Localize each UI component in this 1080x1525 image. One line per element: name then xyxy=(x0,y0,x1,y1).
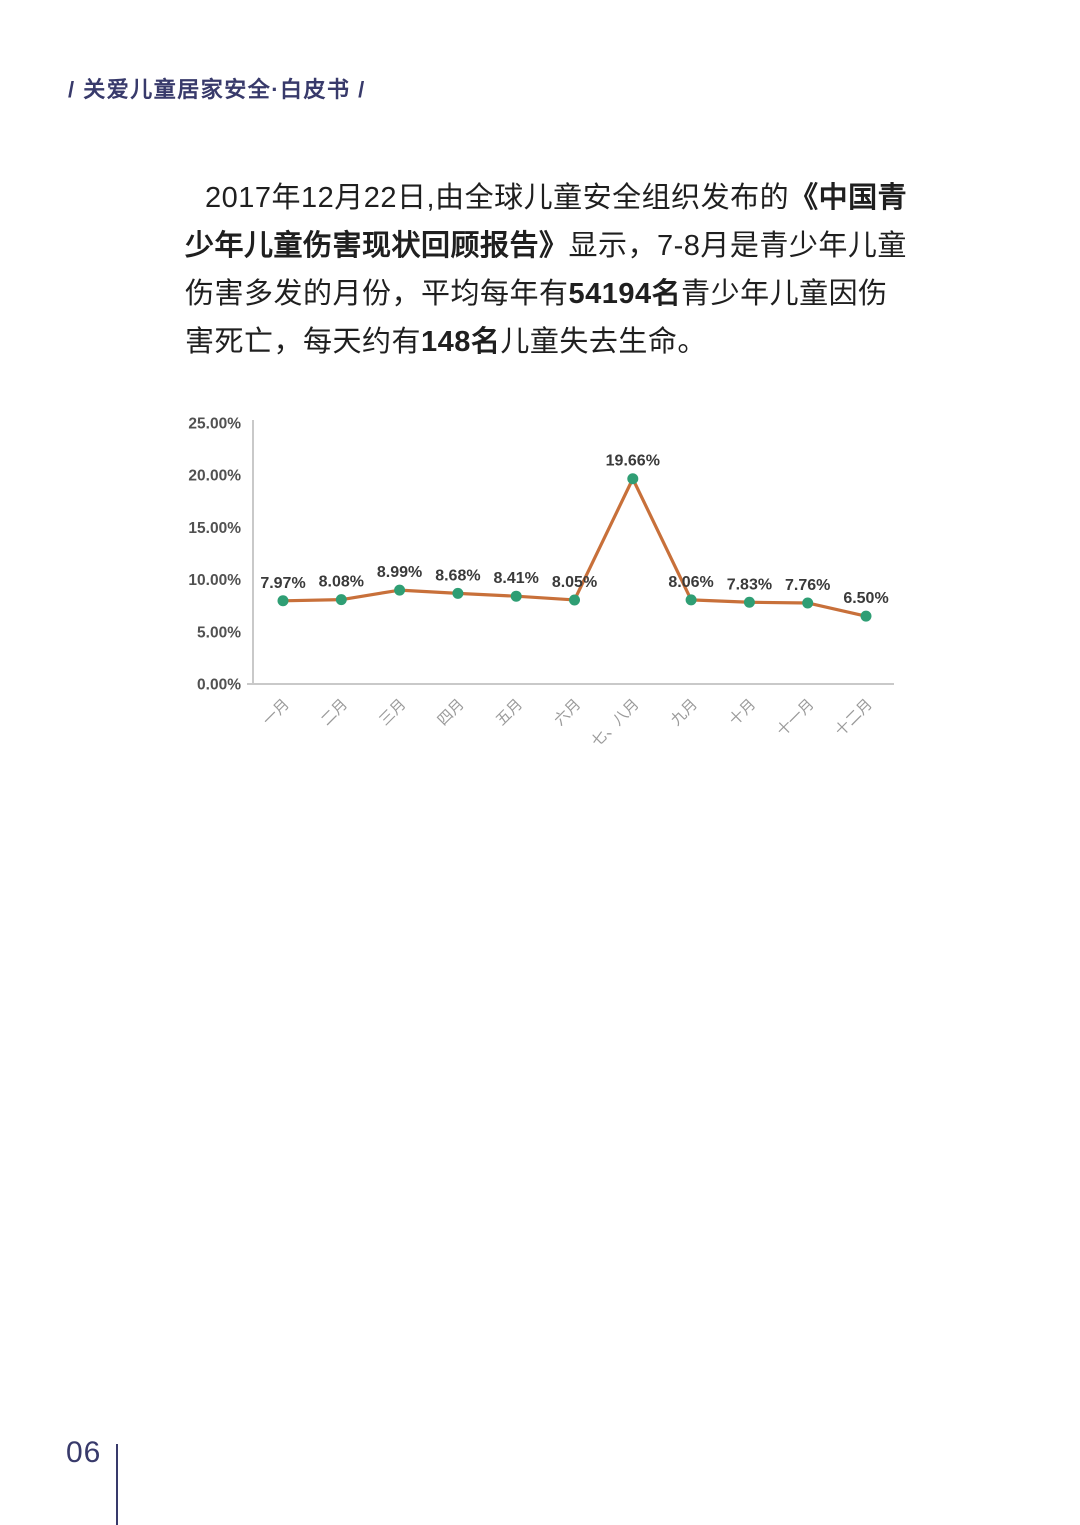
x-axis-category-label: 十二月 xyxy=(832,696,876,740)
data-point-label: 8.06% xyxy=(668,574,713,591)
x-axis-category-label: 十月 xyxy=(726,696,759,729)
y-axis-tick-label: 25.00% xyxy=(188,416,241,433)
intro-text: 2017年12月22日,由全球儿童安全组织发布的 xyxy=(205,182,790,214)
page-header-title: / 关爱儿童居家安全·白皮书 / xyxy=(68,77,366,102)
data-point-marker xyxy=(510,590,522,602)
data-point-label: 19.66% xyxy=(606,453,660,470)
intro-line: 2017年12月22日,由全球儿童安全组织发布的《中国青 xyxy=(185,174,925,222)
data-point-marker xyxy=(335,594,347,606)
intro-line: 害死亡，每天约有148名儿童失去生命。 xyxy=(185,318,925,366)
intro-highlight-text: 148名 xyxy=(421,326,501,358)
intro-paragraph: 2017年12月22日,由全球儿童安全组织发布的《中国青 少年儿童伤害现状回顾报告… xyxy=(185,174,925,366)
data-point-label: 8.08% xyxy=(319,574,364,591)
monthly-injury-line-chart: 25.00% 20.00% 15.00% 10.00% 5.00% 0.00% 一月 二月 三月… xyxy=(140,397,940,777)
x-axis-category-label: 二月 xyxy=(318,696,351,729)
data-point-marker xyxy=(627,473,639,485)
intro-highlight-text: 《中国青 xyxy=(789,182,908,214)
x-axis-category-label: 七、八月 xyxy=(588,696,642,750)
intro-line: 少年儿童伤害现状回顾报告》显示，7-8月是青少年儿童 xyxy=(185,222,925,270)
data-point-marker xyxy=(743,596,755,608)
x-axis-category-label: 九月 xyxy=(668,696,701,729)
data-point-label: 7.97% xyxy=(260,575,305,592)
y-axis-tick-label: 20.00% xyxy=(188,468,241,485)
data-point-marker xyxy=(277,595,289,607)
data-point-label: 8.05% xyxy=(552,574,597,591)
intro-line: 伤害多发的月份，平均每年有54194名青少年儿童因伤 xyxy=(185,270,925,318)
x-axis-category-label: 三月 xyxy=(376,696,409,729)
x-axis-category-label: 四月 xyxy=(434,696,467,729)
data-point-marker xyxy=(685,594,697,606)
intro-text: 害死亡，每天约有 xyxy=(185,326,422,358)
data-point-marker xyxy=(860,610,872,622)
data-point-label: 7.76% xyxy=(785,577,830,594)
y-axis-tick-label: 10.00% xyxy=(188,572,241,589)
intro-text: 显示，7-8月是青少年儿童 xyxy=(568,230,907,262)
intro-text: 儿童失去生命。 xyxy=(500,326,707,358)
data-point-label: 8.41% xyxy=(494,570,539,587)
x-axis-category-label: 十一月 xyxy=(774,696,818,740)
intro-text: 青少年儿童因伤 xyxy=(681,278,888,310)
footer-divider-line xyxy=(116,1444,118,1525)
data-point-label: 8.68% xyxy=(435,567,480,584)
intro-text: 伤害多发的月份，平均每年有 xyxy=(185,278,569,310)
x-axis-category-label: 六月 xyxy=(551,696,584,729)
data-point-marker xyxy=(452,587,464,599)
x-axis-category-label: 五月 xyxy=(493,696,526,729)
intro-highlight-text: 54194名 xyxy=(568,278,682,310)
data-point-marker xyxy=(569,594,580,606)
data-point-marker xyxy=(394,584,406,596)
x-axis-category-label: 一月 xyxy=(260,696,293,729)
intro-highlight-text: 少年儿童伤害现状回顾报告》 xyxy=(185,230,569,262)
y-axis-tick-label: 5.00% xyxy=(197,624,241,641)
data-point-label: 7.83% xyxy=(727,576,772,593)
data-point-label: 8.99% xyxy=(377,564,422,581)
y-axis-tick-label: 0.00% xyxy=(197,677,241,694)
y-axis-tick-label: 15.00% xyxy=(188,520,241,537)
data-point-marker xyxy=(802,597,814,609)
data-point-label: 6.50% xyxy=(843,590,888,607)
line-chart-svg: 25.00% 20.00% 15.00% 10.00% 5.00% 0.00% 一月 二月 三月… xyxy=(188,416,894,750)
page-number: 06 xyxy=(66,1436,102,1469)
